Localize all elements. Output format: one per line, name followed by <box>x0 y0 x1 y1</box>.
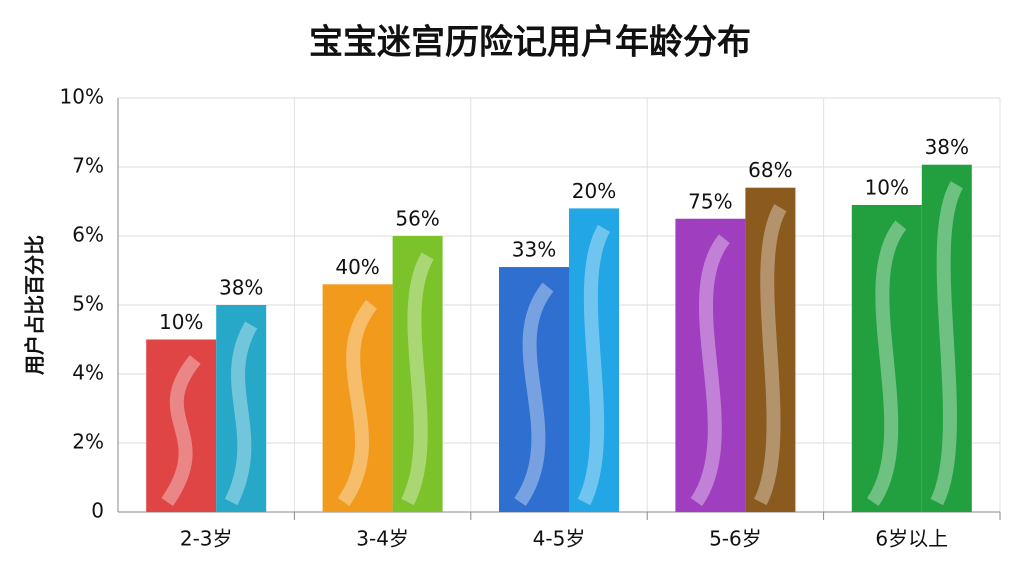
bar-label: 68% <box>748 158 792 182</box>
maze-path <box>577 224 611 506</box>
bar-label: 75% <box>688 189 732 213</box>
y-tick-label: 5% <box>72 292 104 316</box>
bar <box>569 208 619 512</box>
bar-label: 38% <box>219 276 263 300</box>
maze-path <box>866 220 907 507</box>
x-tick-label: 6岁以上 <box>875 527 948 551</box>
bar-label: 20% <box>572 179 616 203</box>
maze-path <box>161 355 201 507</box>
y-tick-label: 2% <box>72 430 104 454</box>
y-tick-label: 7% <box>72 154 104 178</box>
maze-path <box>337 299 378 507</box>
bar-label: 40% <box>335 255 379 279</box>
y-axis-label: 用户占比百分比 <box>23 235 47 375</box>
bar <box>499 267 569 512</box>
bar <box>216 305 267 512</box>
y-tick-label: 6% <box>72 223 104 247</box>
x-tick-label: 4-5岁 <box>533 527 586 551</box>
bar <box>675 218 746 512</box>
bar <box>146 339 217 512</box>
bar-label: 38% <box>925 135 969 159</box>
x-tick-label: 2-3岁 <box>180 527 233 551</box>
bar <box>322 284 393 512</box>
maze-path <box>754 204 787 506</box>
bar <box>921 164 972 512</box>
bar <box>745 187 796 512</box>
maze-path <box>401 252 434 506</box>
bar-label: 33% <box>512 238 556 262</box>
bar <box>392 236 443 512</box>
bar-label: 10% <box>865 175 909 199</box>
maze-path <box>224 321 258 506</box>
chart-title: 宝宝迷宫历险记用户年龄分布 <box>309 23 751 63</box>
bar-label: 10% <box>159 310 203 334</box>
maze-path <box>514 282 554 507</box>
maze-path <box>930 181 964 506</box>
y-tick-label: 10% <box>60 85 104 109</box>
y-tick-label: 4% <box>72 361 104 385</box>
bar <box>851 204 922 512</box>
y-tick-label: 0 <box>91 499 104 523</box>
x-tick-label: 3-4岁 <box>356 527 409 551</box>
bar-label: 56% <box>395 207 439 231</box>
x-tick-label: 5-6岁 <box>709 527 762 551</box>
maze-path <box>690 234 731 507</box>
